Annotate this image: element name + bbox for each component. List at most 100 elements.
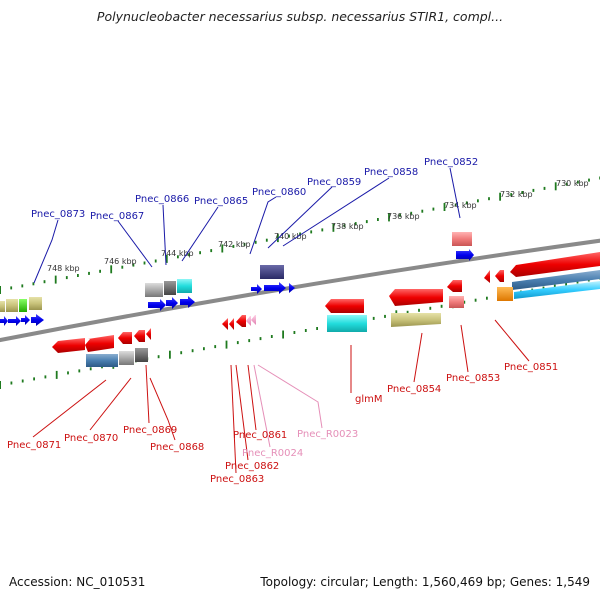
minor-tick — [542, 286, 545, 290]
forward-genes — [0, 232, 474, 326]
scale-label: 742 kbp — [218, 240, 251, 249]
minor-tick — [77, 274, 79, 277]
scale-label: 748 kbp — [47, 264, 80, 273]
minor-tick — [565, 182, 568, 186]
gene-arrow — [180, 296, 195, 308]
major-tick — [565, 280, 567, 289]
callout-line — [149, 377, 176, 441]
gene-arrow — [447, 280, 462, 292]
major-tick — [443, 203, 446, 211]
gene-arrow — [52, 338, 85, 353]
gene-label: Pnec_0871 — [7, 440, 61, 451]
minor-tick — [157, 355, 160, 359]
minor-tick — [32, 282, 35, 286]
minor-tick — [399, 213, 401, 217]
minor-tick — [177, 255, 179, 259]
scale-label: 740 kbp — [274, 232, 307, 241]
minor-tick — [99, 269, 101, 273]
minor-tick — [10, 286, 13, 290]
gene-arrow — [166, 297, 178, 309]
minor-tick — [288, 234, 290, 238]
minor-tick — [463, 300, 466, 304]
minor-tick — [248, 339, 251, 343]
minor-tick — [10, 381, 13, 385]
bottom-gene-labels: Pnec_0871 Pnec_0870 Pnec_0869 Pnec_0868 … — [7, 362, 558, 485]
minor-tick — [588, 178, 590, 182]
gene — [164, 281, 176, 295]
minor-tick — [293, 331, 296, 334]
gene-label: Pnec_0868 — [150, 442, 204, 453]
minor-tick — [454, 203, 457, 207]
gene-label: Pnec_0867 — [90, 211, 144, 222]
gene-label: Pnec_0870 — [64, 433, 118, 444]
gene-label: Pnec_R0024 — [242, 448, 303, 459]
major-tick — [388, 213, 390, 222]
genome-backbone — [0, 238, 600, 343]
callout-line — [32, 379, 107, 438]
minor-tick — [465, 201, 468, 205]
minor-tick — [365, 220, 368, 224]
major-tick — [221, 244, 224, 253]
gene-arrow — [495, 270, 504, 282]
minor-tick — [21, 284, 24, 288]
gene-arrow — [246, 316, 251, 326]
gene — [135, 348, 148, 362]
gene-arrow — [8, 316, 21, 326]
minor-tick — [191, 349, 194, 353]
gene-label: Pnec_0852 — [424, 157, 478, 168]
minor-tick — [310, 230, 313, 234]
callout-line — [117, 220, 153, 268]
minor-tick — [406, 310, 409, 314]
minor-tick — [477, 199, 479, 203]
minor-tick — [265, 238, 268, 242]
scale-label: 744 kbp — [161, 249, 194, 258]
minor-tick — [543, 186, 546, 190]
minor-tick — [486, 296, 488, 300]
rna-callout-lines — [253, 364, 323, 448]
gene-arrow — [251, 315, 256, 325]
gene — [29, 297, 42, 310]
scale-label: 738 kbp — [331, 222, 364, 231]
gene-label: Pnec_0866 — [135, 194, 189, 205]
minor-tick — [243, 242, 246, 246]
gene-arrow — [264, 282, 286, 294]
callout-line — [257, 364, 323, 429]
minor-tick — [236, 341, 239, 345]
minor-tick — [254, 240, 257, 244]
minor-tick — [89, 367, 92, 371]
gene-arrow — [229, 318, 234, 330]
minor-tick — [188, 253, 190, 257]
gene-arrow — [118, 332, 132, 344]
minor-tick — [343, 224, 346, 228]
callout-line — [253, 364, 271, 448]
gene-label: Pnec_0853 — [446, 373, 500, 384]
minor-tick — [65, 276, 68, 280]
major-tick — [0, 286, 1, 294]
gene-arrow — [148, 299, 166, 311]
minor-tick — [199, 251, 201, 255]
major-tick — [282, 330, 284, 339]
gene-label: Pnec_R0023 — [297, 429, 358, 440]
major-tick — [554, 182, 557, 191]
gene — [6, 299, 18, 312]
major-tick — [54, 275, 57, 284]
gene-arrow — [456, 249, 474, 261]
callout-line — [460, 324, 469, 373]
minor-tick — [488, 197, 490, 201]
minor-tick — [78, 369, 81, 373]
minor-tick — [180, 351, 183, 355]
minor-tick — [44, 375, 47, 379]
genome-summary: Topology: circular; Length: 1,560,469 bp… — [260, 575, 590, 589]
minor-tick — [299, 232, 301, 236]
minor-tick — [132, 263, 135, 267]
gene-label: Pnec_0861 — [233, 430, 287, 441]
gene — [452, 232, 472, 246]
minor-tick — [553, 284, 556, 288]
major-tick — [165, 254, 168, 263]
minor-tick — [21, 379, 24, 383]
gene-arrow — [512, 270, 600, 290]
minor-tick — [384, 314, 386, 318]
accession-label: Accession: NC_010531 — [9, 575, 146, 589]
minor-tick — [316, 327, 318, 330]
